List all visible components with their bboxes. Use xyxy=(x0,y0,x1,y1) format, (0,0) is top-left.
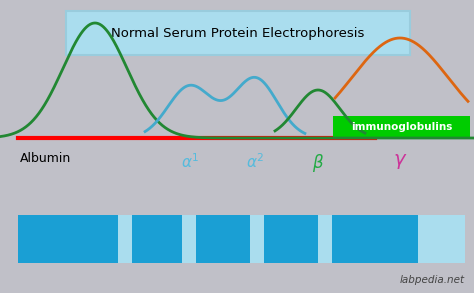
Bar xyxy=(18,215,465,263)
Bar xyxy=(18,215,118,263)
Text: $\alpha^1$: $\alpha^1$ xyxy=(181,152,199,171)
Text: Albumin: Albumin xyxy=(20,152,71,165)
Text: Normal Serum Protein Electrophoresis: Normal Serum Protein Electrophoresis xyxy=(111,26,365,40)
Bar xyxy=(132,215,182,263)
Text: immunoglobulins: immunoglobulins xyxy=(351,122,452,132)
Bar xyxy=(264,215,318,263)
Text: $\gamma$: $\gamma$ xyxy=(393,152,407,171)
FancyBboxPatch shape xyxy=(66,11,410,55)
Text: $\beta$: $\beta$ xyxy=(312,152,324,174)
Text: labpedia.net: labpedia.net xyxy=(400,275,465,285)
Bar xyxy=(196,215,250,263)
Bar xyxy=(333,116,470,138)
Text: $\alpha^2$: $\alpha^2$ xyxy=(246,152,264,171)
Bar xyxy=(332,215,418,263)
